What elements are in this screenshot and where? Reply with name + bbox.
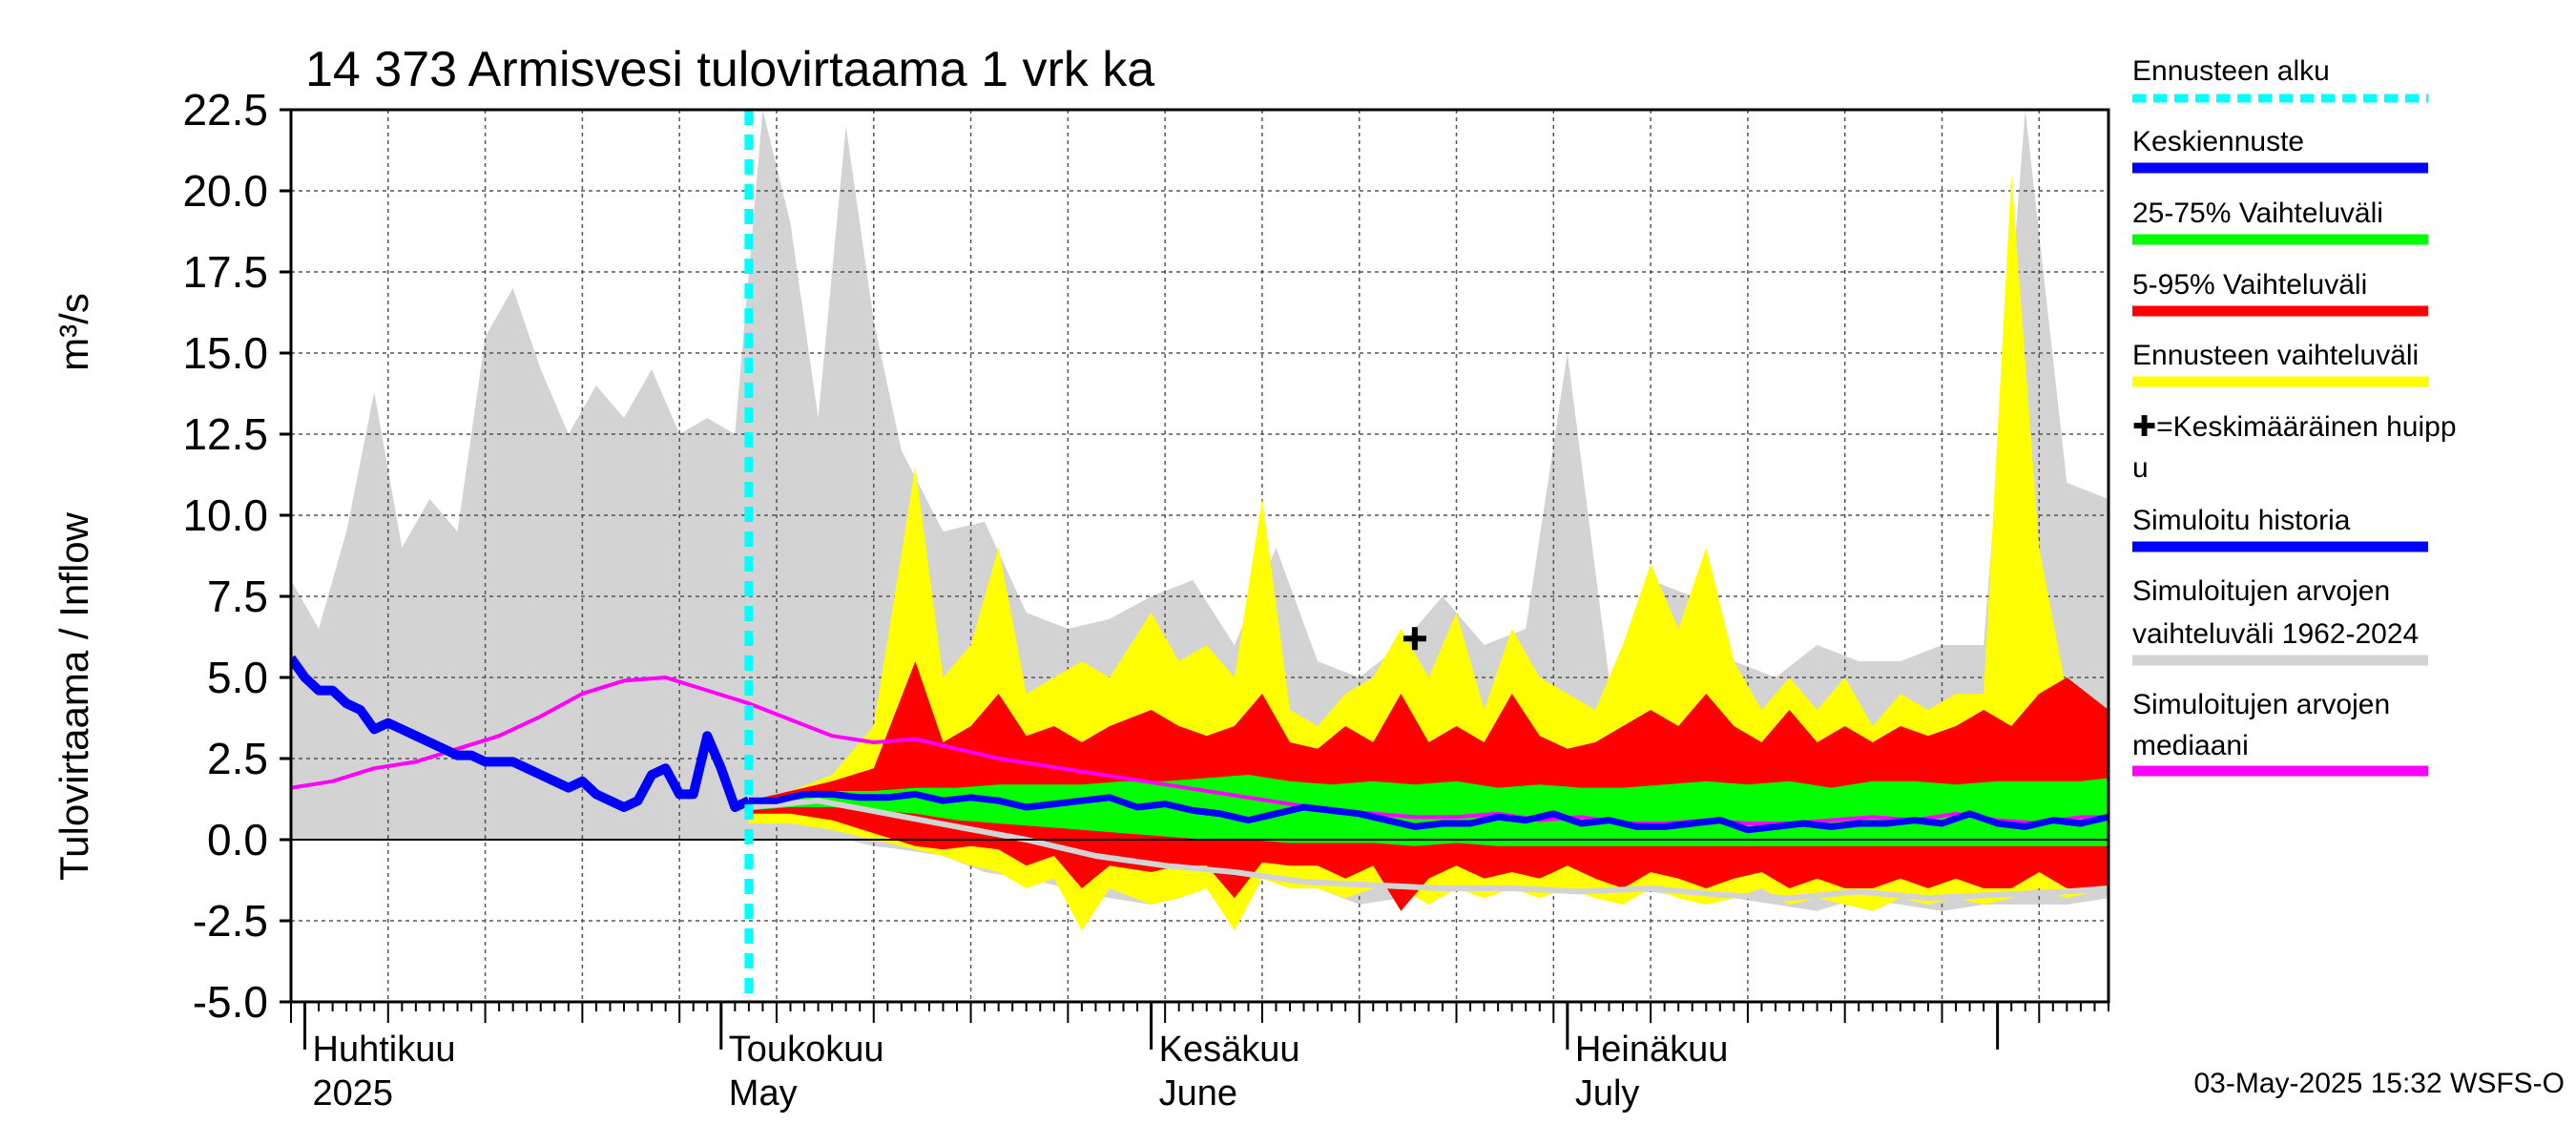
y-tick-label: -2.5 [193, 896, 268, 946]
y-tick-label: 20.0 [182, 166, 268, 216]
x-month-label: Heinäkuu [1575, 1030, 1729, 1070]
series-low-gray-line [748, 798, 2109, 902]
y-axis-label: Tulovirtaama / Inflow m³/s [52, 293, 96, 881]
y-tick-label: -5.0 [193, 977, 268, 1027]
series-sim-median [291, 676, 2109, 825]
x-month-label: Toukokuu [729, 1030, 884, 1070]
legend-label: Simuloitujen arvojen [2132, 575, 2390, 607]
y-tick-label: 15.0 [182, 328, 268, 378]
legend-item: Simuloitujen arvojen vaihteluväli 1962-20… [2132, 575, 2428, 666]
legend-item: Ennusteen vaihteluväli [2132, 340, 2428, 387]
legend-label: Simuloitujen arvojen [2132, 689, 2390, 720]
x-month-sublabel: 2025 [313, 1073, 394, 1114]
x-month-sublabel: July [1575, 1073, 1640, 1114]
y-tick-label: 10.0 [182, 490, 268, 540]
legend-label: mediaani [2132, 730, 2249, 761]
mean-peak-marker [1402, 627, 1426, 651]
y-tick-label: 17.5 [182, 247, 268, 297]
legend-label: Keskiennuste [2132, 126, 2304, 157]
footer-timestamp: 03-May-2025 15:32 WSFS-O [2194, 1068, 2566, 1099]
plot-clip-group [291, 110, 2109, 1002]
series-mean-forecast [748, 790, 2109, 834]
legend-label: 25-75% Vaihteluväli [2132, 198, 2383, 229]
legend-label: Simuloitu historia [2132, 505, 2351, 536]
x-month-sublabel: June [1159, 1073, 1237, 1114]
legend-item: Simuloitu historia [2132, 505, 2428, 552]
legend-label: ✚=Keskimääräinen huipp [2132, 411, 2457, 443]
y-axis-label-text: Tulovirtaama / Inflow [52, 511, 96, 881]
legend-item: Keskiennuste [2132, 126, 2428, 174]
y-tick-label: 22.5 [182, 85, 268, 135]
legend-label: u [2132, 452, 2149, 484]
legend-item: 5-95% Vaihteluväli [2132, 269, 2428, 317]
plot-frame [289, 108, 2110, 1004]
y-tick-label: 12.5 [182, 409, 268, 459]
legend-label: vaihteluväli 1962-2024 [2132, 618, 2419, 650]
legend-item: 25-75% Vaihteluväli [2132, 198, 2428, 245]
legend-label: Ennusteen alku [2132, 55, 2330, 87]
legend-item: Ennusteen alku [2132, 55, 2428, 103]
legend-item: ✚=Keskimääräinen huipp u [2132, 411, 2457, 484]
series-sim-history [291, 655, 752, 812]
y-tick-label: 7.5 [207, 572, 268, 621]
y-tick-label: 0.0 [207, 815, 268, 864]
plot-area: -5.0 -2.5 0.0 2.5 5.0 7.5 10.0 12.5 15.0 17.5 20.0… [182, 85, 2110, 1114]
y-tick-label: 2.5 [207, 734, 268, 783]
legend-item: Simuloitujen arvojen mediaani [2132, 689, 2428, 777]
y-axis-unit: m³/s [52, 293, 96, 371]
legend: Ennusteen alku Keskiennuste 25-75% Vaihtel… [2132, 55, 2457, 777]
legend-label: Ennusteen vaihteluväli [2132, 340, 2419, 371]
legend-label: 5-95% Vaihteluväli [2132, 269, 2367, 301]
x-month-sublabel: May [729, 1073, 798, 1114]
x-month-label: Huhtikuu [313, 1030, 456, 1070]
chart-title: 14 373 Armisvesi tulovirtaama 1 vrk ka [305, 42, 1154, 97]
x-month-label: Kesäkuu [1159, 1030, 1300, 1070]
y-tick-label: 5.0 [207, 653, 268, 702]
